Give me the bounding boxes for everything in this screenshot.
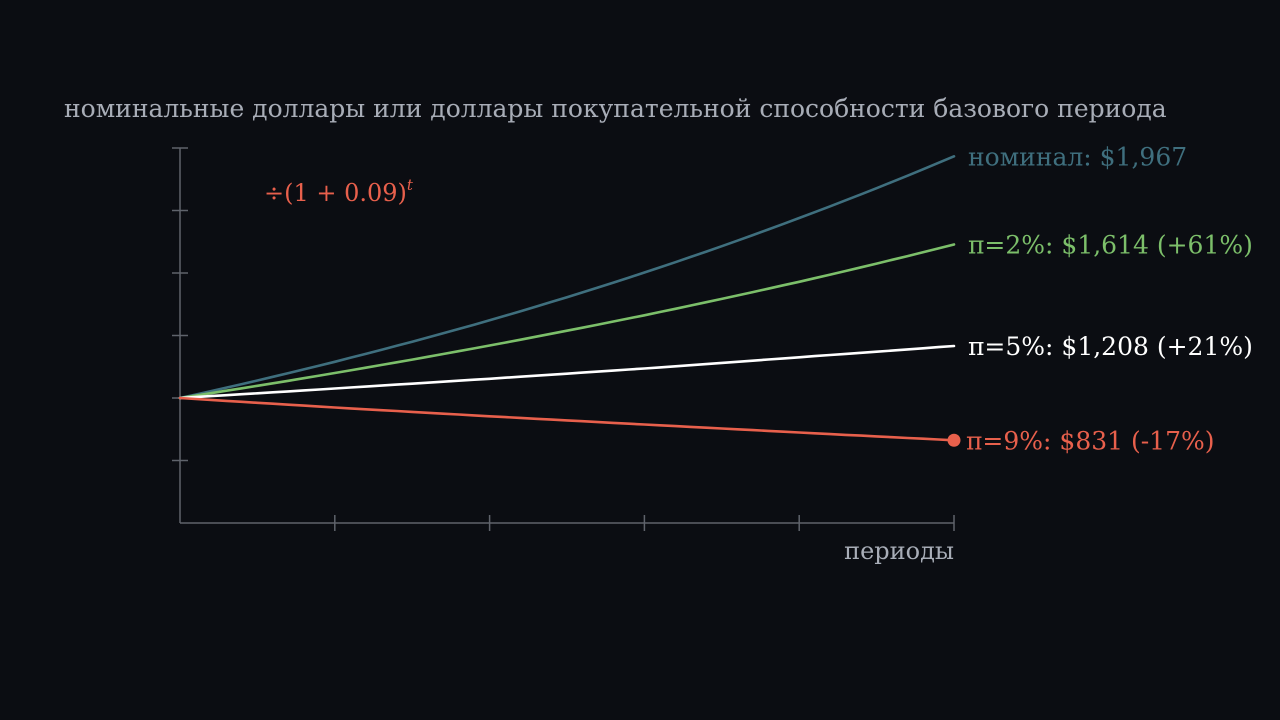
series-line-0 <box>178 155 956 400</box>
series-label-1: π=2%: $1,614 (+61%) <box>968 231 1253 260</box>
series-line-1 <box>178 243 956 400</box>
formula-annotation: ÷(1 + 0.09)t <box>264 176 414 207</box>
chart-title: номинальные доллары или доллары покупате… <box>64 94 1167 123</box>
series-line-3 <box>178 396 956 442</box>
series-line-2 <box>178 344 956 400</box>
x-axis-label: периоды <box>844 537 954 565</box>
axes <box>172 147 955 531</box>
x-ticks <box>334 515 955 531</box>
series-name: π=9% <box>966 426 1043 455</box>
series-value: : $831 (-17%) <box>1043 426 1214 455</box>
series-end-marker <box>947 433 961 447</box>
formula-exponent: t <box>407 176 414 194</box>
series-name: π=2% <box>968 231 1045 260</box>
series-name: номинал <box>968 142 1083 171</box>
series-value: : $1,614 (+61%) <box>1045 231 1253 260</box>
series-label-3: π=9%: $831 (-17%) <box>966 426 1215 455</box>
series-label-0: номинал: $1,967 <box>968 142 1187 171</box>
series-value: : $1,208 (+21%) <box>1045 332 1253 361</box>
series-name: π=5% <box>968 332 1045 361</box>
series-label-2: π=5%: $1,208 (+21%) <box>968 332 1253 361</box>
series-value: : $1,967 <box>1083 142 1187 171</box>
formula-text: ÷(1 + 0.09) <box>264 179 407 207</box>
